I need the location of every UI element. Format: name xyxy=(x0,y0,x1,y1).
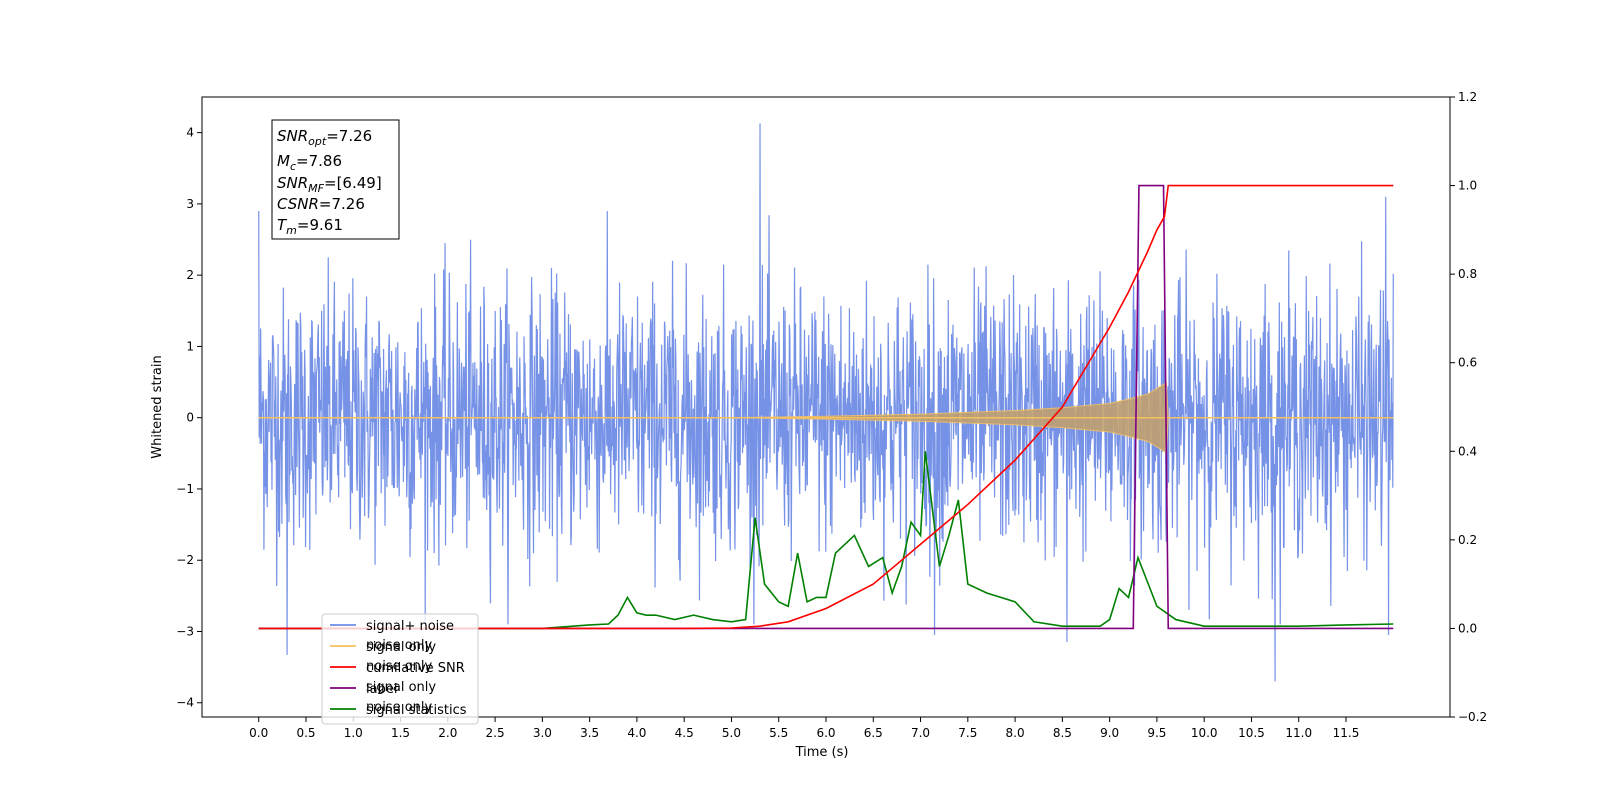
legend-label: signal+ noise xyxy=(366,619,454,634)
x-tick-label: 2.0 xyxy=(438,726,457,740)
annotation-line: SNRMF=[6.49] xyxy=(277,174,382,195)
x-tick-label: 0.0 xyxy=(249,726,268,740)
x-tick-label: 9.0 xyxy=(1100,726,1119,740)
legend-ghost-text: noise only xyxy=(366,700,433,715)
x-axis-label: Time (s) xyxy=(795,745,849,760)
y-tick-label: 2 xyxy=(186,268,194,282)
series-signal-statistics xyxy=(258,451,1394,630)
legend-ghost-text: noise only xyxy=(366,659,433,674)
y2-tick-label: 1.2 xyxy=(1458,90,1477,104)
x-tick-label: 4.0 xyxy=(627,726,646,740)
series-cumulative-snr xyxy=(258,184,1394,630)
y2-tick-label: 0.6 xyxy=(1458,356,1477,370)
annotation-line: Tm=9.61 xyxy=(277,216,343,237)
y-tick-label: 3 xyxy=(186,197,194,211)
axes-layer: 0.0 0.5 1.0 1.5 2.0 2.5 3.0 3.5 4.0 4.5 5.0 5.5 6.0 6… xyxy=(176,90,1487,740)
series-signal-noise xyxy=(258,123,1394,682)
y2-tick-label: 0.2 xyxy=(1458,533,1477,547)
y-tick-label: 0 xyxy=(186,411,194,425)
legend-ghost-text: signal only xyxy=(366,680,436,695)
x-tick-label: 10.5 xyxy=(1238,726,1265,740)
y-tick-label: −3 xyxy=(176,624,194,638)
legend-frame xyxy=(321,613,479,725)
y2-tick-label: 1.0 xyxy=(1458,179,1477,193)
x-tick-label: 6.5 xyxy=(864,726,883,740)
annotation-line: CSNR=7.26 xyxy=(277,195,365,213)
legend-label: signal statistics xyxy=(366,703,467,718)
x-tick-label: 3.5 xyxy=(580,726,599,740)
x-tick-label: 1.0 xyxy=(344,726,363,740)
series-label xyxy=(258,184,1394,630)
legend-label: signal only xyxy=(366,640,436,655)
y-tick-label: −1 xyxy=(176,482,194,496)
y2-tick-label: 0.0 xyxy=(1458,621,1477,635)
x-tick-label: 11.0 xyxy=(1285,726,1312,740)
annotation-line: SNRopt=7.26 xyxy=(277,127,372,148)
y-tick-label: −4 xyxy=(176,696,194,710)
x-tick-label: 10.0 xyxy=(1191,726,1218,740)
y-tick-label: 4 xyxy=(186,126,194,140)
legend-label: label xyxy=(366,682,397,697)
y-tick-label: −2 xyxy=(176,553,194,567)
x-tick-label: 8.0 xyxy=(1006,726,1025,740)
y2-tick-label: 0.4 xyxy=(1458,444,1477,458)
x-tick-label: 7.5 xyxy=(958,726,977,740)
legend-ghost-text: noise only xyxy=(366,638,433,653)
x-tick-label: 4.5 xyxy=(675,726,694,740)
x-tick-label: 9.5 xyxy=(1147,726,1166,740)
x-tick-label: 1.5 xyxy=(391,726,410,740)
x-tick-label: 11.5 xyxy=(1333,726,1360,740)
annotation-frame xyxy=(271,119,400,240)
x-tick-label: 7.0 xyxy=(911,726,930,740)
y2-tick-label: −0.2 xyxy=(1458,710,1487,724)
y-tick-label: 1 xyxy=(186,339,194,353)
x-tick-label: 5.5 xyxy=(769,726,788,740)
legend-label: cumilative SNR xyxy=(366,661,465,676)
x-tick-label: 2.5 xyxy=(486,726,505,740)
y-axis-label: Whitened strain xyxy=(150,355,165,458)
series-layer xyxy=(258,123,1394,682)
x-tick-label: 6.0 xyxy=(816,726,835,740)
x-tick-label: 0.5 xyxy=(296,726,315,740)
x-tick-label: 8.5 xyxy=(1053,726,1072,740)
x-tick-label: 3.0 xyxy=(533,726,552,740)
x-tick-label: 5.0 xyxy=(722,726,741,740)
annotation-line: Mc=7.86 xyxy=(277,152,342,173)
y2-tick-label: 0.8 xyxy=(1458,267,1477,281)
